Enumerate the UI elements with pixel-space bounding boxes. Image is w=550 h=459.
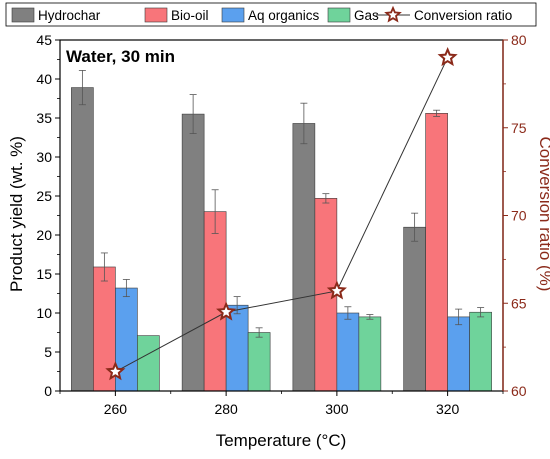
legend-swatch-aq-organics — [221, 7, 245, 23]
conversion-line-layer — [105, 46, 458, 381]
legend-label-hydrochar: Hydrochar — [38, 8, 101, 23]
y-tick-label: 30 — [36, 149, 52, 165]
y-tick-label: 40 — [36, 71, 52, 87]
conversion-ratio-marker-320 — [437, 46, 458, 67]
y-right-tick-label: 75 — [511, 120, 527, 136]
legend-label-bio-oil: Bio-oil — [171, 8, 209, 23]
x-tick-label: 300 — [325, 401, 349, 417]
x-axis-label: Temperature (°C) — [216, 431, 347, 450]
bar-hydrochar-280 — [181, 113, 205, 392]
bar-gas-260 — [137, 335, 160, 392]
bar-bio-oil-280 — [203, 211, 227, 392]
x-tick-label: 280 — [214, 401, 238, 417]
bar-aq-organics-300 — [336, 312, 360, 392]
chart-annotation: Water, 30 min — [66, 47, 175, 66]
y-tick-label: 45 — [36, 32, 52, 48]
legend-label-conversion-ratio: Conversion ratio — [414, 8, 512, 23]
bar-gas-320 — [469, 311, 492, 392]
bar-hydrochar-260 — [71, 87, 94, 392]
bar-bio-oil-320 — [425, 113, 448, 392]
legend-marker-conversion-ratio — [384, 5, 402, 23]
conversion-ratio-marker-280 — [216, 301, 237, 321]
y-right-tick-label: 65 — [511, 295, 527, 311]
y-tick-label: 5 — [44, 344, 52, 360]
legend-box — [5, 2, 537, 27]
bar-gas-300 — [358, 316, 382, 392]
bar-hydrochar-320 — [403, 226, 426, 392]
axes-layer: 0 5 10 15 20 25 30 35 40 45 60 65 70 75 80 260 280 300 320 — [36, 32, 526, 417]
y-tick-label: 35 — [36, 110, 52, 126]
bar-aq-organics-320 — [447, 316, 470, 392]
error-bars-layer — [78, 70, 485, 338]
y-axis-label: Product yield (wt. %) — [7, 136, 26, 292]
conversion-ratio-line — [115, 57, 449, 373]
conversion-ratio-marker-300 — [326, 280, 347, 300]
legend-label-aq-organics: Aq organics — [248, 8, 320, 23]
legend-swatch-gas — [327, 7, 351, 23]
conversion-ratio-marker-260 — [105, 361, 126, 381]
y-right-tick-label: 70 — [511, 208, 527, 224]
x-tick-label: 320 — [436, 401, 460, 417]
y-right-tick-label: 80 — [511, 32, 527, 48]
y-tick-label: 10 — [36, 305, 52, 321]
x-tick-label: 260 — [104, 401, 128, 417]
legend-swatch-hydrochar — [11, 7, 35, 23]
y-tick-label: 0 — [44, 383, 52, 399]
y-axis-right-label: Conversion ratio (%) — [536, 137, 550, 292]
y-tick-label: 15 — [36, 266, 52, 282]
y-tick-label: 20 — [36, 227, 52, 243]
legend: Hydrochar Bio-oil Aq organics Gas Conversion… — [5, 2, 537, 27]
y-right-tick-label: 60 — [511, 383, 527, 399]
y-tick-label: 25 — [36, 188, 52, 204]
legend-label-gas: Gas — [354, 8, 379, 23]
bar-gas-280 — [247, 332, 271, 392]
legend-swatch-bio-oil — [144, 7, 168, 23]
bar-hydrochar-300 — [292, 123, 316, 392]
